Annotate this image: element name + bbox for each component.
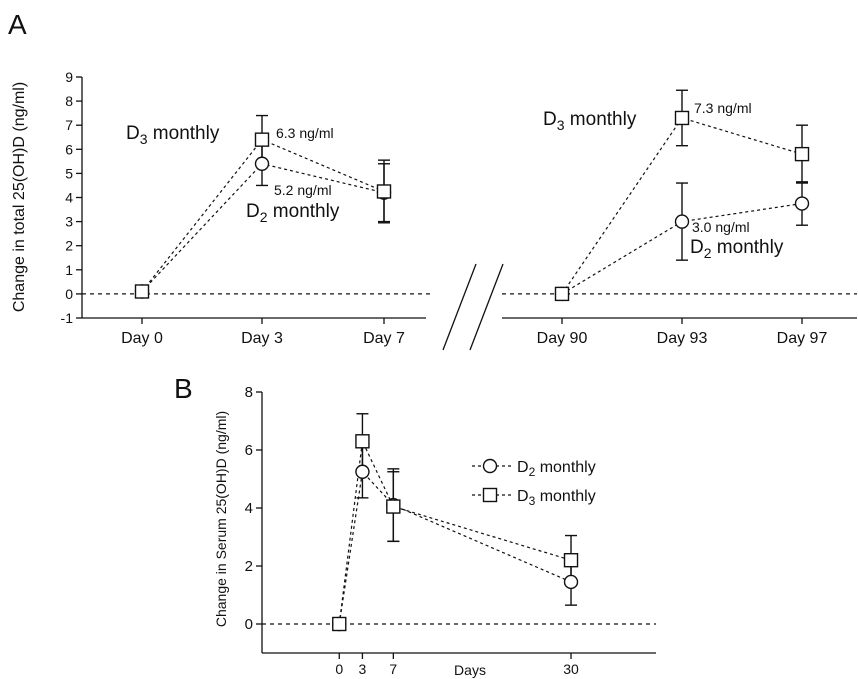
- panel-label-b: B: [174, 373, 193, 404]
- panel-a-x-tick-label: Day 7: [363, 330, 405, 347]
- panel-a-x-tick-label: Day 97: [777, 330, 828, 347]
- panel-b-line-circle: [338, 470, 572, 625]
- legend-marker-circle: [482, 458, 498, 474]
- legend-label-square: D3 monthly: [517, 488, 596, 508]
- panel-a-y-tick-label: 0: [65, 286, 73, 302]
- panel-a-point-square: [794, 146, 810, 162]
- panel-a-y-tick-label: 1: [65, 262, 73, 278]
- panel-a-point-square: [554, 286, 570, 302]
- panel-a-point-square: [254, 132, 270, 147]
- label-d2-monthly-right: D2 monthly: [690, 237, 784, 261]
- panel-b-point-circle: [563, 574, 579, 590]
- panel-a-x-tick-label: Day 3: [241, 330, 283, 347]
- panel-a-y-tick-label: -1: [61, 310, 74, 326]
- panel-a-y-tick-label: 7: [65, 117, 73, 133]
- label-d2-monthly-left: D2 monthly: [246, 201, 340, 225]
- panel-a-x-tick-label: Day 93: [657, 330, 708, 347]
- panel-b-point-square: [386, 499, 401, 514]
- panel-b-x-tick-label: 30: [563, 661, 579, 677]
- legend-label-circle: D2 monthly: [517, 459, 596, 479]
- panel-b-x-axis-label: Days: [454, 662, 486, 678]
- panel-b-point-square: [563, 553, 579, 568]
- panel-b-point-square: [355, 434, 370, 449]
- label-d3-monthly-right: D3 monthly: [543, 109, 637, 133]
- panel-a-line-circle: [141, 163, 385, 292]
- panel-b-y-axis-label: Change in Serum 25(OH)D (ng/ml): [213, 411, 229, 627]
- panel-b-y-tick-label: 6: [245, 442, 253, 459]
- panel-b-x-tick-label: 7: [389, 661, 397, 677]
- legend-marker-square: [482, 487, 498, 503]
- panel-a-point-square: [134, 284, 150, 299]
- annotation-d3-day3: 6.3 ng/ml: [276, 125, 334, 141]
- panel-a-axis-break-1: [442, 263, 477, 351]
- panel-b-line-square: [338, 439, 572, 625]
- panel-b-x-tick-label: 3: [359, 661, 367, 677]
- panel-b-y-tick-label: 4: [245, 500, 253, 517]
- annotation-d2-day3: 5.2 ng/ml: [274, 182, 332, 198]
- panel-b-y-tick-label: 2: [245, 558, 253, 575]
- panel-b-y-tick-label: 8: [245, 384, 253, 401]
- panel-a-point-circle: [674, 214, 690, 229]
- panel-b-point-circle: [355, 464, 370, 479]
- panel-a-x-tick-label: Day 90: [537, 330, 588, 347]
- panel-b-x-tick-label: 0: [335, 661, 343, 677]
- panel-a-chart: -1 0 1 2 3 4 5 6 7 8 9 Day 0 Day 3 Day 7 Day 90 Day 93 D…: [11, 69, 857, 351]
- panel-a-y-tick-label: 3: [65, 214, 73, 230]
- panel-a-point-square: [376, 184, 392, 199]
- panel-a-point-circle: [794, 196, 810, 211]
- panel-a-point-square: [674, 110, 690, 126]
- panel-b-point-square: [332, 616, 347, 632]
- panel-a-y-tick-label: 9: [65, 69, 73, 85]
- panel-a-y-tick-label: 4: [65, 190, 73, 206]
- panel-a-y-tick-label: 2: [65, 238, 73, 254]
- annotation-d3-day93: 7.3 ng/ml: [694, 100, 752, 116]
- panel-label-a: A: [8, 9, 27, 40]
- label-d3-monthly-left: D3 monthly: [126, 123, 220, 147]
- panel-a-y-tick-label: 5: [65, 165, 73, 181]
- panel-a-axis-break-2: [469, 263, 504, 351]
- annotation-d2-day93: 3.0 ng/ml: [692, 219, 750, 235]
- panel-a-y-tick-label: 8: [65, 93, 73, 109]
- panel-a-y-tick-label: 6: [65, 141, 73, 157]
- panel-a-x-tick-label: Day 0: [121, 330, 163, 347]
- panel-a-point-circle: [254, 156, 270, 171]
- panel-b-y-tick-label: 0: [245, 616, 253, 633]
- panel-a-y-axis-label: Change in total 25(OH)D (ng/ml): [11, 82, 28, 312]
